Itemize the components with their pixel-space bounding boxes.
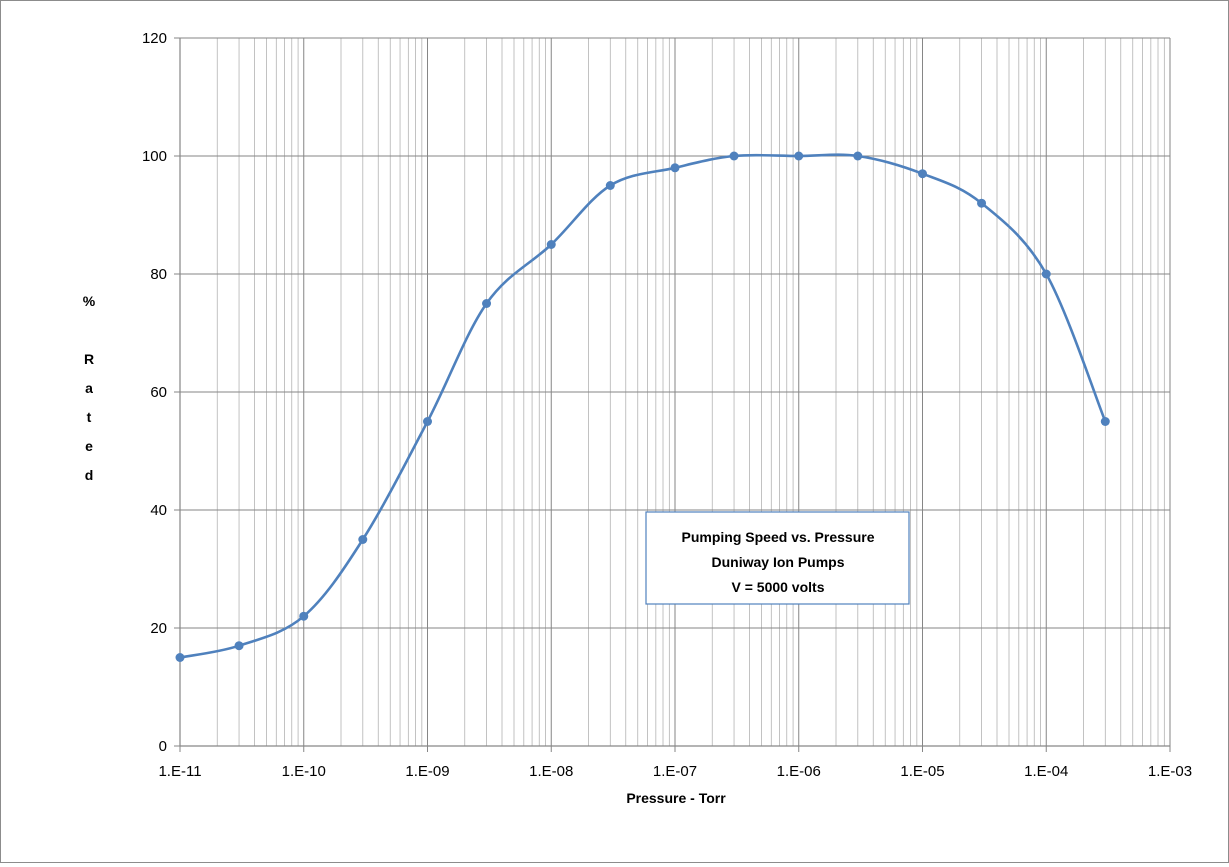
annotation-line-2: Duniway Ion Pumps	[711, 554, 844, 570]
y-axis-label-char: R	[84, 351, 94, 367]
x-tick-label: 1.E-04	[1024, 763, 1068, 780]
x-tick-label: 1.E-03	[1148, 763, 1192, 780]
y-axis-label-char: e	[85, 438, 93, 454]
y-tick-label: 40	[150, 502, 167, 519]
y-tick-label: 100	[142, 148, 167, 165]
y-tick-label: 60	[150, 384, 167, 401]
data-point	[423, 417, 432, 426]
data-point	[918, 169, 927, 179]
major-gridlines	[179, 37, 1171, 747]
y-tick-labels: 0 20 40 60 80 100 120	[142, 30, 167, 755]
y-tick-label: 120	[142, 30, 167, 47]
x-tick-label: 1.E-07	[653, 763, 697, 780]
data-point	[482, 299, 492, 308]
y-axis-label-char: a	[85, 380, 93, 396]
data-point	[1041, 269, 1051, 279]
data-point	[729, 151, 739, 161]
data-point	[977, 198, 987, 208]
x-axis-label: Pressure - Torr	[626, 790, 726, 806]
x-tick-label: 1.E-09	[405, 763, 449, 780]
y-axis-label-char: t	[87, 409, 92, 425]
x-tick-label: 1.E-05	[900, 763, 944, 780]
x-tick-label: 1.E-08	[529, 763, 573, 780]
data-point	[358, 535, 368, 544]
x-tick-label: 1.E-10	[282, 763, 326, 780]
data-point	[1100, 417, 1110, 426]
x-tick-labels: 1.E-11 1.E-10 1.E-09 1.E-08 1.E-07 1.E-06 1.E-…	[158, 763, 1192, 780]
annotation-line-3: V = 5000 volts	[731, 579, 824, 595]
annotation-line-1: Pumping Speed vs. Pressure	[682, 529, 875, 545]
x-tick-label: 1.E-11	[158, 763, 201, 780]
data-point	[175, 653, 185, 662]
data-point	[234, 641, 244, 651]
y-axis-label-char: %	[83, 293, 96, 309]
y-tick-label: 0	[159, 738, 167, 755]
series-line	[179, 153, 1107, 659]
axes	[174, 37, 1171, 752]
data-point	[299, 611, 309, 621]
data-point	[546, 240, 556, 249]
data-point	[794, 151, 804, 161]
y-tick-label: 20	[150, 620, 167, 637]
y-tick-label: 80	[150, 266, 167, 283]
y-axis-label-char: d	[85, 467, 94, 483]
x-tick-label: 1.E-06	[777, 763, 821, 780]
chart-annotation-box: Pumping Speed vs. Pressure Duniway Ion P…	[645, 511, 910, 605]
data-point	[670, 163, 680, 173]
data-point	[853, 151, 863, 161]
data-point	[605, 181, 615, 190]
series-pumping-speed	[175, 151, 1110, 662]
